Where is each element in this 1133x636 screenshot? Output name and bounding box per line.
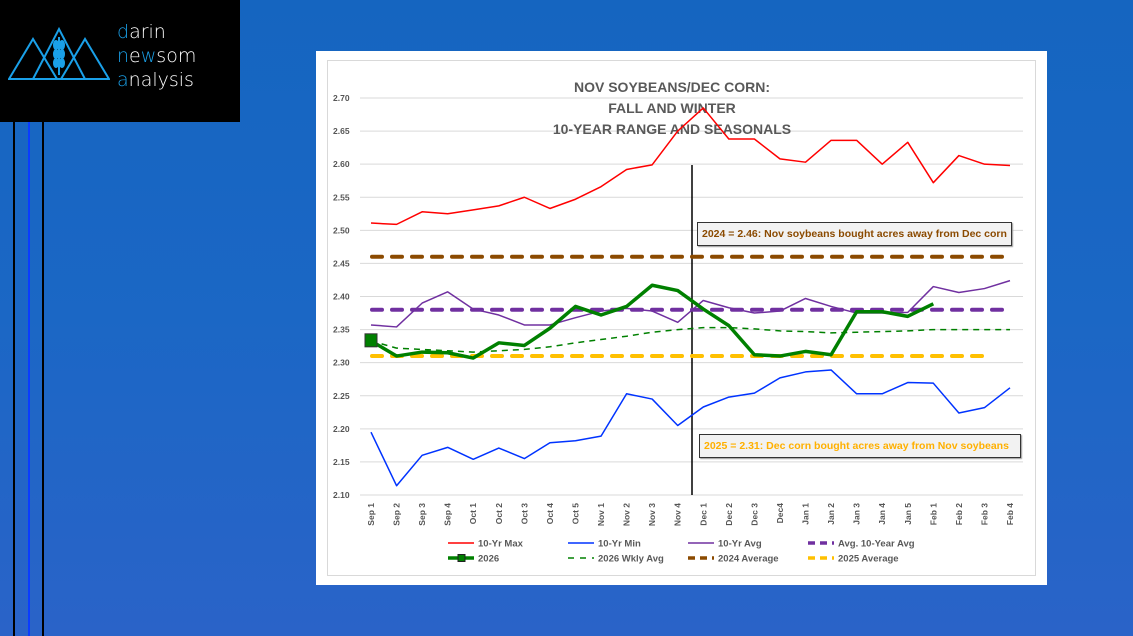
- mountain-wheat-icon: [8, 26, 110, 80]
- logo-letter: w: [140, 45, 157, 67]
- x-tick-label: Sep 1: [366, 503, 376, 526]
- x-tick-label: Nov 4: [673, 503, 683, 526]
- x-tick-label: Nov 3: [647, 503, 657, 526]
- logo-word: e: [129, 45, 141, 67]
- x-tick-label: Sep 4: [443, 503, 453, 526]
- chart-title-line: FALL AND WINTER: [608, 100, 736, 116]
- x-tick-label: Feb 2: [954, 503, 964, 525]
- chart-title: NOV SOYBEANS/DEC CORN: FALL AND WINTER 10-…: [553, 79, 791, 137]
- y-tick-label: 2.50: [333, 225, 350, 235]
- x-tick-label: Feb 3: [979, 503, 989, 525]
- legend-label: 2026: [478, 554, 499, 565]
- chart-frame: [327, 60, 1036, 576]
- chart-panel: [316, 51, 1047, 585]
- y-tick-label: 2.45: [333, 258, 350, 268]
- y-tick-label: 2.20: [333, 424, 350, 434]
- x-tick-label: Jan 5: [903, 503, 913, 525]
- x-tick-label: Jan 1: [801, 503, 811, 525]
- x-tick-label: Dec 2: [724, 503, 734, 526]
- legend-label: 2025 Average: [838, 554, 899, 565]
- y-tick-label: 2.25: [333, 391, 350, 401]
- legend-label: 10-Yr Avg: [718, 539, 762, 550]
- x-tick-label: Oct 5: [570, 503, 580, 525]
- x-tick-label: Oct 1: [468, 503, 478, 525]
- x-tick-label: Dec 3: [749, 503, 759, 526]
- series-2026-start-marker: [364, 333, 378, 348]
- series-y2026: [370, 283, 935, 360]
- chart-title-line: NOV SOYBEANS/DEC CORN:: [574, 79, 770, 95]
- legend-label: 2024 Average: [718, 554, 779, 565]
- x-tick-label: Jan 4: [877, 503, 887, 525]
- x-axis-ticks: Sep 1 Sep 2 Sep 3 Sep 4 Oct 1 Oct 2 Oct 3 Oct 4…: [366, 503, 1015, 526]
- legend-marker: [457, 554, 466, 562]
- x-tick-label: Oct 4: [545, 503, 555, 525]
- x-tick-label: Jan 2: [826, 503, 836, 525]
- y-tick-label: 2.60: [333, 159, 350, 169]
- logo-word: arin: [129, 21, 166, 43]
- y-tick-label: 2.65: [333, 126, 350, 136]
- x-tick-label: Dec4: [775, 503, 785, 524]
- legend-label: 2026 Wkly Avg: [598, 554, 664, 565]
- series-min: [370, 369, 1011, 487]
- series-lines: [364, 107, 1012, 495]
- y-tick-label: 2.15: [333, 457, 350, 467]
- logo-letter: n: [117, 45, 130, 67]
- y-tick-label: 2.70: [333, 93, 350, 103]
- x-tick-label: Nov 1: [596, 503, 606, 526]
- x-tick-label: Sep 3: [417, 503, 427, 526]
- chart-title-line: 10-YEAR RANGE AND SEASONALS: [553, 121, 791, 137]
- legend-label: 10-Yr Min: [598, 539, 641, 550]
- y-tick-label: 2.40: [333, 292, 350, 302]
- x-tick-label: Feb 1: [928, 503, 938, 525]
- legend: 10-Yr Max 10-Yr Min 10-Yr Avg Avg. 10-Year …: [448, 539, 915, 565]
- logo-word: nalysis: [128, 69, 194, 91]
- annotation-2024: 2024 = 2.46: Nov soybeans bought acres a…: [697, 222, 1012, 246]
- logo-text: darin newsom analysis: [117, 20, 196, 92]
- y-tick-label: 2.30: [333, 358, 350, 368]
- x-tick-label: Oct 2: [494, 503, 504, 525]
- decor-line-1: [13, 122, 15, 636]
- x-tick-label: Sep 2: [392, 503, 402, 526]
- series-avg: [370, 279, 1011, 328]
- x-tick-label: Oct 3: [519, 503, 529, 525]
- y-tick-label: 2.35: [333, 325, 350, 335]
- x-tick-label: Nov 2: [622, 503, 632, 526]
- legend-label: Avg. 10-Year Avg: [838, 539, 915, 550]
- y-tick-label: 2.55: [333, 192, 350, 202]
- legend-label: 10-Yr Max: [478, 539, 524, 550]
- logo-letter: a: [117, 69, 129, 91]
- x-tick-label: Jan 3: [852, 503, 862, 525]
- decor-line-3: [42, 122, 44, 636]
- annotation-2025: 2025 = 2.31: Dec corn bought acres away …: [699, 434, 1021, 458]
- series-wkly: [370, 326, 1010, 353]
- series-max: [370, 107, 1011, 226]
- x-tick-label: Dec 1: [698, 503, 708, 526]
- y-tick-label: 2.10: [333, 490, 350, 500]
- y-axis-ticks: 2.10 2.15 2.20 2.25 2.30 2.35 2.40 2.45 2.50 2.55…: [333, 93, 350, 500]
- decor-line-2: [28, 122, 30, 636]
- logo-word: som: [156, 45, 197, 67]
- logo: darin newsom analysis: [0, 0, 240, 122]
- logo-letter: d: [117, 21, 130, 43]
- x-tick-label: Feb 4: [1005, 503, 1015, 525]
